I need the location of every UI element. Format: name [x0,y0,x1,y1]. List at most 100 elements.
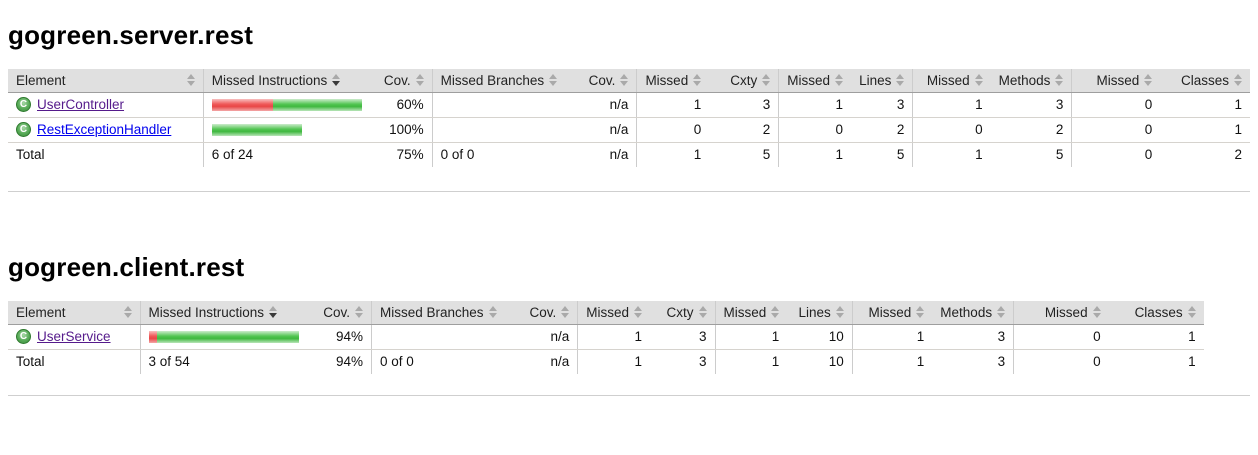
total-methods: 5 [1055,147,1064,163]
element-link-userservice[interactable]: UserService [37,329,111,344]
branch-bar-cell [431,117,581,143]
instruction-coverage-value: 100% [369,117,433,143]
missed-methods-value: 1 [851,324,933,350]
section-divider [8,191,1250,192]
methods-value: 2 [990,117,1072,143]
missed-lines-value: 0 [778,117,852,143]
col-header-label: Missed Instructions [148,304,265,320]
sort-icon [620,74,629,87]
instruction-coverage-bar-cell [202,92,370,118]
sort-icon [771,306,780,319]
col-header-branch-coverage[interactable]: Cov. [521,301,578,325]
col-header-missed-methods[interactable]: Missed [912,69,991,93]
col-header-label: Element [16,304,66,320]
col-header-label: Missed [868,304,912,320]
covered-bar-segment [211,123,302,136]
sort-icon [634,306,643,319]
table-header-row: Element Missed Instructions Cov. [8,301,1204,325]
col-header-missed-classes[interactable]: Missed [1071,69,1161,93]
col-header-methods[interactable]: Methods [990,69,1072,93]
col-header-missed-methods[interactable]: Missed [851,301,933,325]
sort-icon [762,74,771,87]
total-missed-methods: 1 [851,349,933,374]
sort-icon [916,306,925,319]
col-header-element[interactable]: Element [8,301,140,325]
table-row-restexceptionhandler: C RestExceptionHandler 100% n/a 0 2 0 [8,117,1250,143]
cxty-value: 3 [709,92,779,118]
col-header-missed-classes[interactable]: Missed [1013,301,1109,325]
col-header-label: Classes [1180,72,1229,88]
col-header-missed-instructions[interactable]: Missed Instructions [139,301,307,325]
col-header-missed-branches[interactable]: Missed Branches [431,69,581,93]
col-header-missed-lines[interactable]: Missed [778,69,852,93]
col-header-missed-branches[interactable]: Missed Branches [371,301,522,325]
col-header-instruction-coverage[interactable]: Cov. [306,301,372,325]
lines-value: 3 [851,92,913,118]
total-instruction-coverage: 94% [335,354,363,370]
col-header-cxty[interactable]: Cxty [650,301,716,325]
col-header-element[interactable]: Element [8,69,204,93]
instruction-coverage-value: 94% [306,324,372,350]
col-header-missed-instructions[interactable]: Missed Instructions [202,69,370,93]
sort-icon [974,74,983,87]
col-header-label: Cov. [323,304,350,320]
col-header-branch-coverage[interactable]: Cov. [580,69,637,93]
col-header-label: Lines [859,72,892,88]
sort-icon [835,74,844,87]
lines-value: 2 [851,117,913,143]
missed-methods-value: 1 [912,92,991,118]
table-row-usercontroller: C UserController 60% n/a 1 3 [8,92,1250,118]
col-header-methods[interactable]: Methods [932,301,1014,325]
col-header-label: Element [16,72,66,88]
page-title: gogreen.client.rest [8,252,245,282]
total-label: Total [16,354,45,370]
total-missed-cxty: 1 [636,142,710,167]
col-header-instruction-coverage[interactable]: Cov. [369,69,433,93]
total-branch-coverage: n/a [609,147,629,163]
branch-bar-cell [371,324,522,350]
page-title: gogreen.server.rest [8,20,254,50]
missed-cxty-value: 0 [636,117,710,143]
col-header-label: Missed [586,304,630,320]
col-header-missed-cxty[interactable]: Missed [636,69,710,93]
element-link-restexceptionhandler[interactable]: RestExceptionHandler [37,122,172,137]
sort-icon [997,306,1006,319]
table-total-row: Total 6 of 24 75% 0 of 0 n/a 1 5 1 5 1 5… [8,142,1250,167]
missed-bar-segment [148,330,157,343]
col-header-label: Cov. [383,72,411,88]
col-header-missed-lines[interactable]: Missed [714,301,788,325]
methods-value: 3 [932,324,1014,350]
sort-icon [561,306,570,319]
col-header-label: Missed Branches [440,72,545,88]
total-missed-cxty: 1 [577,349,651,374]
col-header-lines[interactable]: Lines [851,69,913,93]
col-header-missed-cxty[interactable]: Missed [577,301,651,325]
cxty-value: 3 [650,324,716,350]
total-lines: 10 [828,354,844,370]
col-header-label: Cov. [529,304,557,320]
sort-icon [1092,306,1101,319]
col-header-lines[interactable]: Lines [787,301,853,325]
table-row-userservice: C UserService 94% n/a 1 3 [8,324,1204,350]
col-header-cxty[interactable]: Cxty [709,69,779,93]
coverage-table-client-rest: Element Missed Instructions Cov. [8,301,1204,374]
col-header-label: Missed [1096,72,1140,88]
col-header-label: Missed [926,72,970,88]
branch-bar-cell [431,92,581,118]
col-header-classes[interactable]: Classes [1160,69,1250,93]
sort-icon [415,74,424,87]
sort-icon [835,306,844,319]
sort-icon [896,74,905,87]
class-icon: C [16,329,31,344]
total-missed-branches: 0 of 0 [431,142,581,167]
col-header-label: Cov. [588,72,616,88]
sort-icon [1187,306,1196,319]
col-header-label: Cxty [666,304,694,320]
total-missed-lines: 1 [778,142,852,167]
total-missed-methods: 1 [912,142,991,167]
total-missed-lines: 1 [714,349,788,374]
sort-icon-active-desc [269,306,278,319]
element-link-usercontroller[interactable]: UserController [37,97,125,112]
sort-icon-active-desc [332,74,341,87]
col-header-classes[interactable]: Classes [1108,301,1204,325]
